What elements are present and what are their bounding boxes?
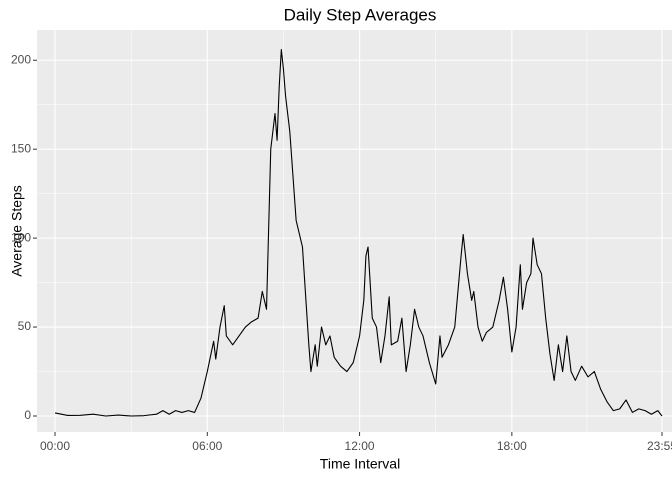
y-tick-label: 50 bbox=[18, 319, 32, 333]
y-tick-label: 0 bbox=[24, 408, 31, 422]
data-line bbox=[54, 49, 663, 417]
x-tick-label: 23:55 bbox=[647, 439, 672, 453]
y-tick-label: 150 bbox=[11, 141, 31, 155]
y-axis-label: Average Steps bbox=[9, 185, 25, 277]
x-tick-label: 18:00 bbox=[497, 439, 527, 453]
x-tick-label: 00:00 bbox=[40, 439, 70, 453]
chart-title: Daily Step Averages bbox=[284, 5, 437, 24]
x-axis-label: Time Interval bbox=[320, 456, 400, 472]
y-tick-label: 100 bbox=[11, 230, 31, 244]
plot-panel bbox=[37, 30, 672, 432]
x-tick-label: 12:00 bbox=[345, 439, 375, 453]
y-tick-label: 200 bbox=[11, 52, 31, 66]
x-tick-label: 06:00 bbox=[192, 439, 222, 453]
